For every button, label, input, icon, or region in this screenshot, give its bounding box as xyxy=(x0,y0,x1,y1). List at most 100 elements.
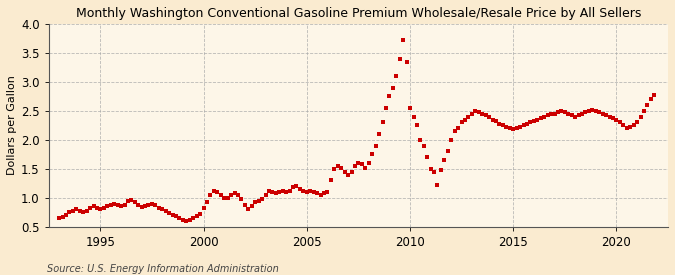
Point xyxy=(381,106,392,110)
Point xyxy=(57,215,68,219)
Point xyxy=(622,126,632,130)
Point xyxy=(84,206,95,210)
Point xyxy=(484,114,495,119)
Point xyxy=(209,189,219,193)
Point xyxy=(61,213,72,217)
Point xyxy=(518,123,529,128)
Point xyxy=(188,216,198,220)
Point xyxy=(184,218,195,222)
Point xyxy=(146,201,157,206)
Point xyxy=(74,208,85,213)
Point xyxy=(150,203,161,208)
Point xyxy=(130,200,140,204)
Point xyxy=(422,155,433,160)
Point xyxy=(611,117,622,122)
Point xyxy=(435,168,446,172)
Point xyxy=(71,207,82,211)
Point xyxy=(514,125,525,129)
Point xyxy=(394,56,405,61)
Point xyxy=(102,204,113,209)
Point xyxy=(384,94,395,98)
Point xyxy=(367,152,377,156)
Point xyxy=(370,144,381,148)
Point xyxy=(308,190,319,194)
Point xyxy=(363,161,374,165)
Point xyxy=(649,92,659,97)
Point xyxy=(298,189,308,193)
Point xyxy=(642,103,653,107)
Point xyxy=(332,164,343,168)
Point xyxy=(215,193,226,197)
Point xyxy=(153,205,164,210)
Point xyxy=(192,214,202,219)
Point xyxy=(194,212,205,216)
Point xyxy=(576,112,587,116)
Point xyxy=(164,211,175,216)
Point xyxy=(99,206,109,210)
Point xyxy=(425,167,436,171)
Point xyxy=(453,126,464,130)
Point xyxy=(346,169,357,174)
Point xyxy=(604,114,615,119)
Point xyxy=(233,193,244,197)
Point xyxy=(126,197,137,202)
Point xyxy=(122,199,133,203)
Point xyxy=(477,112,487,116)
Point xyxy=(95,207,106,211)
Point xyxy=(601,113,612,118)
Point xyxy=(618,123,628,128)
Point xyxy=(549,112,560,116)
Point xyxy=(456,120,467,125)
Point xyxy=(560,110,570,114)
Point xyxy=(491,119,502,123)
Point xyxy=(267,190,277,194)
Point xyxy=(529,119,539,123)
Point xyxy=(412,123,423,128)
Point xyxy=(178,218,188,222)
Point xyxy=(225,193,236,197)
Point xyxy=(350,164,360,168)
Point xyxy=(418,144,429,148)
Point xyxy=(325,178,336,183)
Point xyxy=(222,196,233,200)
Point xyxy=(635,114,646,119)
Point xyxy=(219,196,230,200)
Point xyxy=(525,120,536,125)
Point xyxy=(115,204,126,209)
Point xyxy=(336,166,347,170)
Point xyxy=(161,209,171,213)
Point xyxy=(315,193,326,197)
Point xyxy=(68,208,78,213)
Point xyxy=(566,113,577,118)
Point xyxy=(212,190,223,194)
Point xyxy=(112,203,123,207)
Point xyxy=(198,206,209,210)
Point xyxy=(250,200,261,205)
Point xyxy=(88,204,99,209)
Point xyxy=(260,193,271,197)
Point xyxy=(133,203,144,208)
Point xyxy=(288,185,298,189)
Point xyxy=(291,184,302,188)
Point xyxy=(580,110,591,114)
Point xyxy=(387,86,398,90)
Point xyxy=(240,203,250,207)
Point xyxy=(584,109,595,113)
Point xyxy=(343,172,354,177)
Point xyxy=(264,189,275,193)
Y-axis label: Dollars per Gallon: Dollars per Gallon xyxy=(7,75,17,175)
Point xyxy=(512,126,522,130)
Point xyxy=(271,191,281,195)
Point xyxy=(281,190,292,194)
Point xyxy=(608,116,618,120)
Point xyxy=(570,114,580,119)
Point xyxy=(205,193,216,197)
Point xyxy=(473,110,484,114)
Point xyxy=(432,183,443,187)
Point xyxy=(274,190,285,194)
Point xyxy=(167,213,178,217)
Point xyxy=(360,166,371,170)
Point xyxy=(639,109,649,113)
Point xyxy=(632,120,643,125)
Point xyxy=(157,207,167,211)
